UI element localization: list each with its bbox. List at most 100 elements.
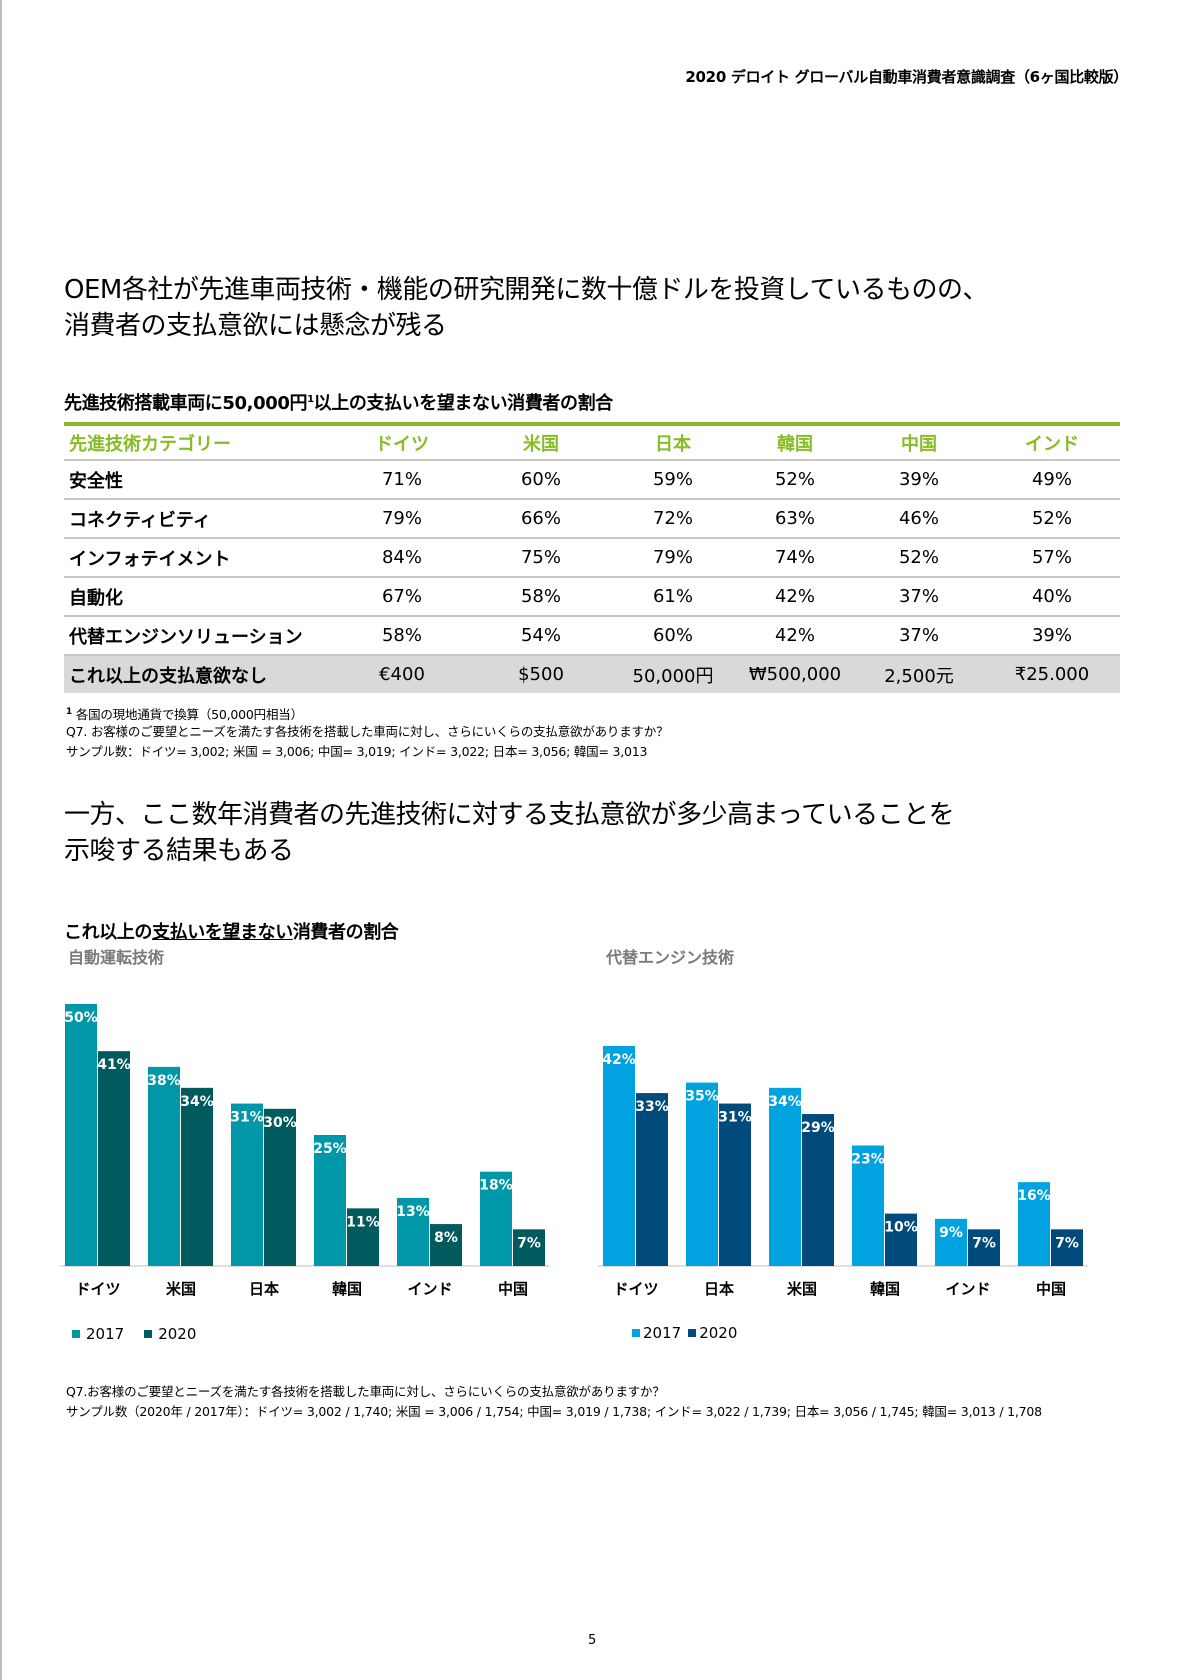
second-heading-line-2: 示唆する結果もある <box>64 836 294 866</box>
table-header-china: 中国 <box>854 422 984 461</box>
table-row-label: インフォテイメント <box>64 538 332 578</box>
table-row-label: コネクティビティ <box>64 499 332 539</box>
table-cell: 67% <box>332 577 472 617</box>
bar-2020-0 <box>98 1051 130 1266</box>
table-header-usa: 米国 <box>472 422 610 461</box>
bar-2020-5 <box>513 1229 545 1266</box>
table-cell: $500 <box>472 655 610 693</box>
bar-data-label: 31% <box>230 1110 264 1126</box>
page-number: 5 <box>588 1633 597 1648</box>
chart-question-note: Q7.お客様のご要望とニーズを満たす各技術を搭載した車両に対し、さらにいくらの支… <box>66 1384 665 1399</box>
table-cell: 58% <box>472 577 610 617</box>
table-cell: 2,500元 <box>854 655 984 693</box>
bar-2020-3 <box>347 1208 379 1266</box>
table-header-japan: 日本 <box>610 422 736 461</box>
section-title-underlined: 支払いを望まない <box>152 922 293 943</box>
category-tick-label: 中国 <box>1036 1280 1066 1298</box>
table-cell: 84% <box>332 538 472 578</box>
bar-data-label: 10% <box>884 1220 918 1236</box>
page-border-line <box>0 0 2 1680</box>
table-cell: 58% <box>332 616 472 656</box>
willingness-table: 先進技術カテゴリー ドイツ 米国 日本 韓国 中国 インド 安全性 71% 60% 5… <box>64 422 1120 693</box>
chart-title-autonomous: 自動運転技術 <box>68 948 165 967</box>
table-row: インフォテイメント 84% 75% 79% 74% 52% 57% <box>64 538 1120 578</box>
table-cell: 54% <box>472 616 610 656</box>
category-tick-label: 日本 <box>704 1280 734 1298</box>
table-title-tail: 以上の支払いを望まない消費者の割合 <box>313 393 614 414</box>
bar-2020-1 <box>181 1087 213 1266</box>
table-cell: 49% <box>984 460 1120 500</box>
bar-2017-3 <box>314 1135 346 1266</box>
bar-data-label: 9% <box>939 1225 963 1241</box>
second-heading: 一方、ここ数年消費者の先進技術に対する支払意欲が多少高まっていることを 示唆する… <box>64 797 955 869</box>
category-tick-label: ドイツ <box>75 1280 120 1298</box>
table-cell: 66% <box>472 499 610 539</box>
bar-2017-1 <box>686 1082 718 1266</box>
footnote-1: 1 各国の現地通貨で換算（50,000円相当） <box>66 702 303 725</box>
legend-label-2020: 2020 <box>699 1324 738 1342</box>
legend-swatch-2020 <box>144 1330 153 1338</box>
category-tick-label: インド <box>407 1280 452 1298</box>
bar-2017-0 <box>65 1004 97 1266</box>
bar-2017-3 <box>852 1145 884 1266</box>
bar-data-label: 18% <box>479 1178 513 1194</box>
bar-2017-0 <box>603 1045 635 1266</box>
table-title: 先進技術搭載車両に50,000円1以上の支払いを望まない消費者の割合 <box>64 389 613 415</box>
legend-label-2017: 2017 <box>643 1324 682 1342</box>
bar-2020-5 <box>1051 1229 1083 1266</box>
bar-data-label: 7% <box>972 1235 996 1251</box>
legend-swatch-2017 <box>632 1329 640 1337</box>
table-cell: ₩500,000 <box>736 655 854 693</box>
chart-autonomous: 50% 41% ドイツ 38% 34% 米国 31% 30% 日本 25% 11% 韓国 13%8% イン… <box>60 1004 550 1298</box>
table-cell: 39% <box>854 460 984 500</box>
table-cell: 50,000円 <box>610 655 736 693</box>
table-cell: 42% <box>736 577 854 617</box>
category-tick-label: 中国 <box>498 1280 528 1298</box>
table-cell: 75% <box>472 538 610 578</box>
bar-data-label: 29% <box>801 1120 835 1136</box>
chart-sample-note: サンプル数（2020年 / 2017年）：ドイツ= 3,002 / 1,740;… <box>66 1404 1042 1419</box>
table-row: これ以上の支払意欲なし €400 $500 50,000円 ₩500,000 2,500元… <box>64 655 1120 693</box>
category-tick-label: 米国 <box>166 1280 196 1298</box>
table-cell: 46% <box>854 499 984 539</box>
category-tick-label: 日本 <box>249 1280 279 1298</box>
legend-label-2017: 2017 <box>86 1325 125 1343</box>
table-header-row: 先進技術カテゴリー ドイツ 米国 日本 韓国 中国 インド <box>64 422 1120 461</box>
table-cell: 42% <box>736 616 854 656</box>
table-row: コネクティビティ 79% 66% 72% 63% 46% 52% <box>64 499 1120 539</box>
second-heading-line-1: 一方、ここ数年消費者の先進技術に対する支払意欲が多少高まっていることを <box>64 800 955 830</box>
table-cell: 61% <box>610 577 736 617</box>
bar-data-label: 30% <box>263 1115 297 1131</box>
legend-autonomous: 2017 2020 <box>72 1325 196 1343</box>
document-header: 2020 デロイト グローバル自動車消費者意識調査（6ヶ国比較版） <box>685 68 1128 86</box>
legend-swatch-2017 <box>72 1330 80 1338</box>
table-cell: 52% <box>854 538 984 578</box>
section-title-post: 消費者の割合 <box>292 922 399 943</box>
table-row: 代替エンジンソリューション 58% 54% 60% 42% 37% 39% <box>64 616 1120 656</box>
bar-2020-0 <box>636 1093 668 1266</box>
bar-2020-1 <box>719 1103 751 1266</box>
table-title-footnote-mark: 1 <box>307 394 314 405</box>
table-header-korea: 韓国 <box>736 422 854 461</box>
category-tick-label: 韓国 <box>870 1280 900 1298</box>
bar-data-label: 42% <box>602 1052 636 1068</box>
sample-note: サンプル数：ドイツ= 3,002; 米国 = 3,006; 中国= 3,019;… <box>66 744 648 759</box>
bar-2017-5 <box>1018 1182 1050 1266</box>
table-cell: 52% <box>984 499 1120 539</box>
section-title-pre: これ以上の <box>64 922 152 943</box>
bar-data-label: 34% <box>180 1094 214 1110</box>
table-cell: 79% <box>332 499 472 539</box>
bar-data-label: 16% <box>1017 1188 1051 1204</box>
bar-data-label: 50% <box>64 1010 98 1026</box>
bar-2017-4 <box>935 1218 967 1266</box>
legend-alt-engine: 2017 2020 <box>632 1324 737 1342</box>
table-cell: 39% <box>984 616 1120 656</box>
table-cell: 63% <box>736 499 854 539</box>
bar-2017-2 <box>769 1087 801 1266</box>
table-cell: 79% <box>610 538 736 578</box>
bar-data-label: 25% <box>313 1141 347 1157</box>
bar-2020-4 <box>430 1224 462 1266</box>
bar-data-label: 7% <box>1055 1235 1079 1251</box>
bar-data-label: 41% <box>97 1057 131 1073</box>
table-header-india: インド <box>984 422 1120 461</box>
